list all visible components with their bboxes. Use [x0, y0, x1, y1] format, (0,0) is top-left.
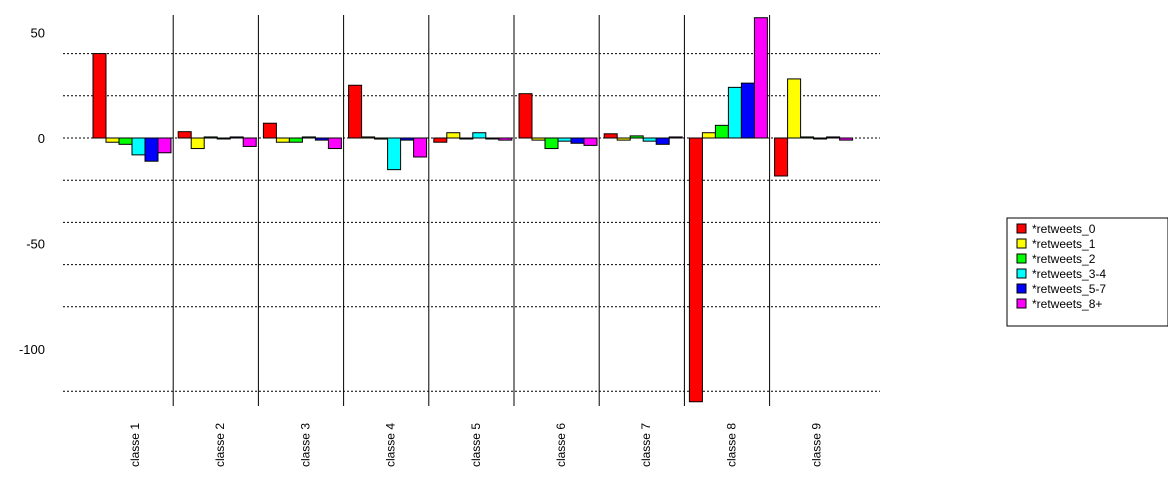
bar	[131, 137, 146, 156]
bar	[655, 137, 670, 145]
bar	[787, 78, 802, 139]
bar	[701, 132, 716, 139]
legend-swatch	[1016, 283, 1027, 294]
bar	[92, 53, 107, 139]
bar	[603, 133, 618, 139]
bar	[301, 136, 316, 139]
bar	[387, 137, 402, 171]
bar	[544, 137, 559, 150]
bar	[616, 137, 631, 141]
bar	[203, 136, 218, 139]
legend-label: *retweets_3-4	[1032, 267, 1106, 281]
bar	[242, 137, 257, 147]
y-tick-label: -50	[26, 237, 45, 252]
bar	[557, 137, 572, 142]
x-tick-label: classe 9	[810, 423, 824, 467]
x-axis-labels: classe 1 classe 2 classe 3 classe 4 classe 5…	[128, 423, 824, 467]
bar	[433, 137, 448, 143]
bar	[826, 136, 841, 139]
legend-label: *retweets_5-7	[1032, 282, 1106, 296]
bar	[583, 137, 598, 146]
y-tick-label: 50	[31, 26, 45, 41]
bar	[813, 137, 828, 140]
legend-swatch	[1016, 238, 1027, 249]
legend-label: *retweets_1	[1032, 237, 1096, 251]
bar	[348, 84, 363, 139]
x-tick-label: classe 6	[554, 423, 568, 467]
bar	[288, 137, 303, 143]
bar	[774, 137, 789, 177]
legend-box	[1006, 217, 1168, 327]
bar	[629, 135, 644, 139]
bar	[498, 137, 513, 141]
y-tick-label: -100	[19, 342, 45, 357]
bar	[262, 122, 277, 139]
x-tick-label: classe 5	[469, 423, 483, 467]
bar	[740, 82, 755, 139]
bar	[727, 86, 742, 139]
bar	[144, 137, 159, 162]
legend-swatch	[1016, 268, 1027, 279]
legend-label: *retweets_2	[1032, 252, 1096, 266]
category-separators	[172, 15, 771, 406]
bar	[413, 137, 428, 158]
y-tick-label: 0	[38, 131, 45, 146]
x-tick-label: classe 2	[213, 423, 227, 467]
bar	[531, 137, 546, 141]
bar	[275, 137, 290, 143]
bar	[668, 136, 683, 139]
legend: *retweets_0*retweets_1*retweets_2*retwee…	[1006, 217, 1168, 327]
legend-swatch	[1016, 298, 1027, 309]
bar	[459, 137, 474, 140]
x-tick-label: classe 7	[639, 423, 653, 467]
x-tick-label: classe 4	[384, 423, 398, 467]
bar	[642, 137, 657, 142]
bar	[314, 137, 329, 141]
grid-lines	[63, 53, 880, 392]
bar	[229, 136, 244, 139]
bar	[327, 137, 342, 150]
bar	[190, 137, 205, 150]
bar	[400, 137, 415, 141]
x-tick-label: classe 3	[298, 423, 312, 467]
bar	[753, 17, 768, 139]
bar	[374, 137, 389, 140]
bar	[800, 136, 815, 139]
bar	[472, 132, 487, 139]
bar	[216, 137, 231, 140]
legend-swatch	[1016, 223, 1027, 234]
bar	[839, 137, 854, 141]
legend-swatch	[1016, 253, 1027, 264]
legend-label: *retweets_8+	[1032, 297, 1102, 311]
bar	[105, 137, 120, 143]
bar	[177, 131, 192, 139]
x-tick-label: classe 1	[128, 423, 142, 467]
bar	[485, 137, 500, 140]
bar	[570, 137, 585, 144]
bar	[714, 124, 729, 139]
bar	[446, 132, 461, 139]
y-axis: 50 0 -50 -100	[19, 26, 45, 358]
bar	[518, 93, 533, 139]
x-tick-label: classe 8	[724, 423, 738, 467]
bars	[92, 17, 854, 403]
bar	[688, 137, 703, 403]
bar	[118, 137, 133, 145]
bar	[157, 137, 172, 154]
legend-label: *retweets_0	[1032, 222, 1096, 236]
bar	[361, 136, 376, 139]
